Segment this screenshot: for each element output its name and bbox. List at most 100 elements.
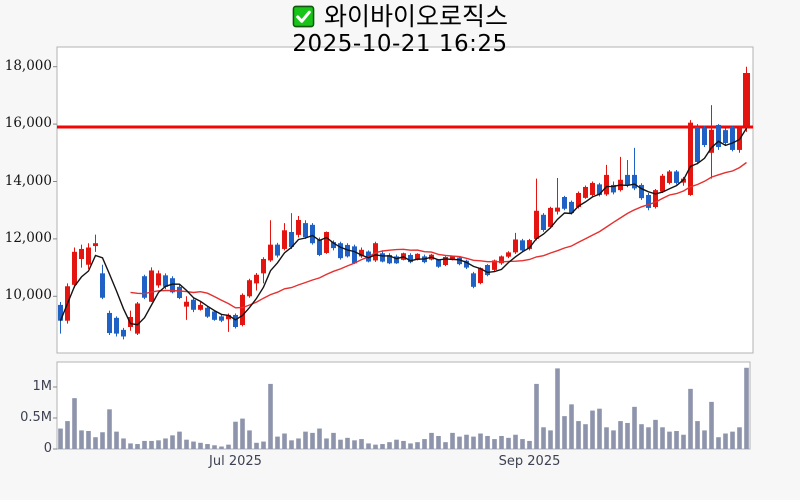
volume-bar: [331, 432, 336, 449]
candle-body: [478, 268, 483, 284]
chart-header: 와이바이오로직스 2025-10-21 16:25: [0, 2, 800, 58]
volume-bar: [611, 430, 616, 449]
volume-bar: [709, 401, 714, 449]
candle-body: [93, 243, 98, 247]
volume-bar: [121, 438, 126, 449]
volume-bar: [681, 434, 686, 449]
volume-bar: [492, 439, 497, 449]
candle-body: [583, 186, 588, 198]
volume-bar: [737, 427, 742, 449]
volume-bar: [296, 438, 301, 449]
volume-bar: [548, 430, 553, 449]
candle-body: [576, 192, 581, 208]
candle-body: [338, 243, 343, 259]
candle-body: [394, 256, 399, 264]
candle-body: [317, 240, 322, 255]
volume-bar: [639, 424, 644, 449]
candle-body: [282, 230, 287, 249]
volume-bar: [660, 427, 665, 449]
volume-bar: [632, 406, 637, 449]
volume-bar: [576, 421, 581, 449]
candle-body: [331, 242, 336, 249]
candle-body: [142, 276, 147, 298]
candle-body: [527, 240, 532, 249]
volume-bar: [422, 439, 427, 449]
candle-body: [464, 260, 469, 268]
volume-bar: [499, 435, 504, 449]
candle-body: [107, 312, 112, 334]
volume-axis-label: 0: [43, 441, 52, 456]
candle-body: [268, 244, 273, 261]
candle-body: [730, 126, 735, 150]
ma-long-line: [130, 161, 747, 309]
volume-bar: [205, 444, 210, 449]
volume-bar: [170, 435, 175, 449]
candle-body: [457, 257, 462, 265]
candle-body: [177, 286, 182, 299]
candle-body: [604, 174, 609, 195]
volume-bar: [730, 431, 735, 449]
volume-bar: [590, 410, 595, 449]
candle-body: [100, 273, 105, 298]
candle-body: [149, 270, 154, 302]
volume-bar: [345, 437, 350, 449]
volume-bar: [247, 430, 252, 449]
volume-bar: [240, 418, 245, 449]
candle-body: [632, 174, 637, 189]
candle-body: [205, 307, 210, 317]
volume-bar: [429, 432, 434, 449]
candle-body: [667, 171, 672, 183]
volume-bar: [359, 439, 364, 449]
volume-bar: [352, 440, 357, 449]
volume-bar: [583, 424, 588, 449]
candle-body: [289, 232, 294, 247]
volume-bar: [261, 441, 266, 449]
candle-body: [695, 126, 700, 162]
volume-bar: [177, 431, 182, 449]
candle-body: [415, 253, 420, 260]
candle-body: [471, 273, 476, 287]
candle-body: [646, 194, 651, 208]
volume-bar: [373, 444, 378, 449]
volume-bar: [513, 434, 518, 449]
volume-bar: [149, 440, 154, 449]
volume-panel: [56, 361, 751, 450]
volume-bar: [107, 409, 112, 449]
candle-body: [723, 130, 728, 144]
volume-bar: [464, 434, 469, 449]
candle-body: [387, 254, 392, 264]
candle-body: [485, 265, 490, 276]
volume-bar: [562, 416, 567, 449]
candle-body: [743, 73, 750, 126]
volume-bar: [534, 383, 539, 449]
volume-bar: [289, 440, 294, 449]
volume-bar: [653, 419, 658, 449]
volume-bar: [303, 431, 308, 449]
volume-bar: [415, 442, 420, 449]
candle-body: [86, 247, 91, 265]
candle-body: [716, 124, 721, 148]
volume-bar: [695, 421, 700, 449]
volume-bar: [688, 388, 693, 449]
volume-bar: [324, 438, 329, 449]
volume-bar: [380, 444, 385, 449]
price-axis-label: 10,000: [4, 287, 52, 304]
volume-bar: [135, 444, 140, 449]
candle-body: [611, 184, 616, 193]
volume-bar: [457, 436, 462, 449]
checked-checkbox-icon[interactable]: [292, 5, 315, 28]
volume-axis-label: 1M: [32, 379, 53, 394]
candle-body: [352, 246, 357, 264]
volume-bar: [485, 435, 490, 449]
candle-body: [72, 251, 77, 285]
volume-bar: [156, 440, 161, 449]
candle-body: [709, 129, 714, 153]
candle-body: [184, 301, 189, 307]
volume-bar: [128, 443, 133, 449]
volume-bar: [506, 437, 511, 449]
candle-body: [233, 314, 238, 328]
volume-bar: [674, 431, 679, 449]
x-axis-label: Jul 2025: [209, 454, 262, 469]
candle-body: [555, 207, 560, 212]
